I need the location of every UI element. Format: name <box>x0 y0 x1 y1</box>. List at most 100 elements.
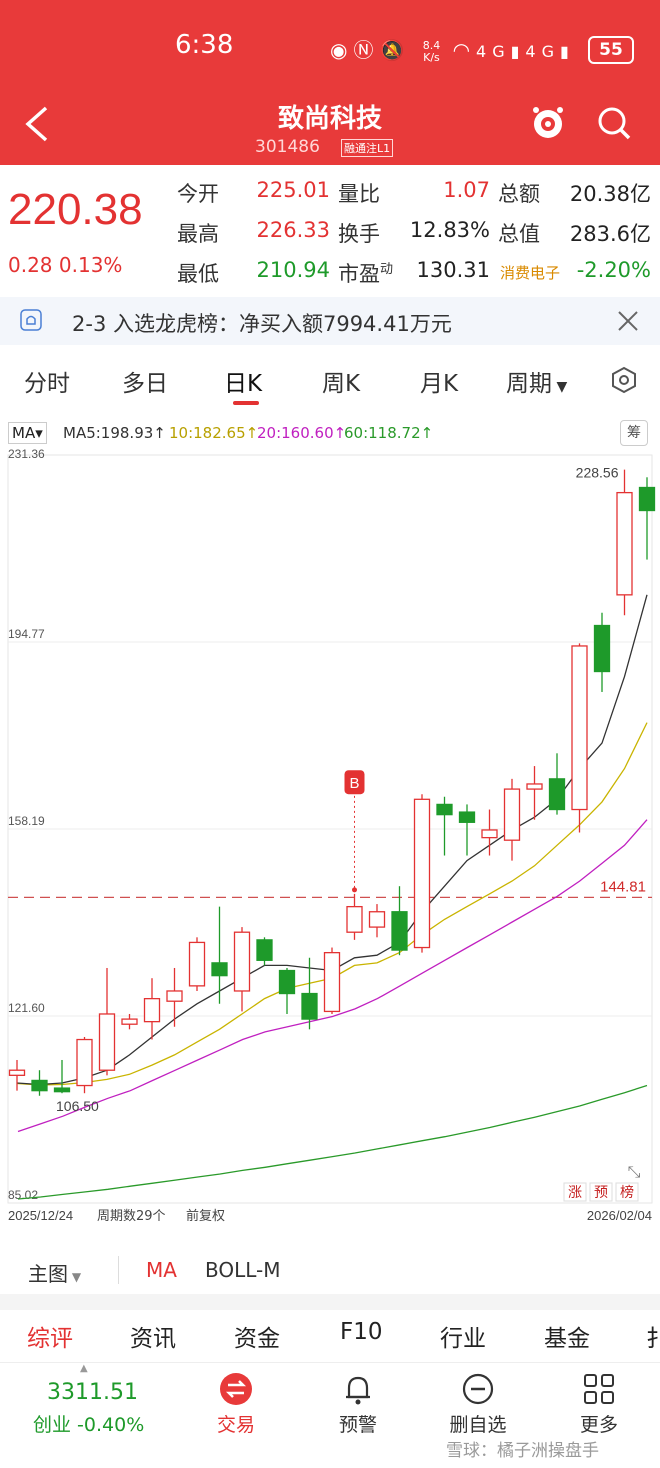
trade-icon[interactable] <box>219 1372 253 1406</box>
candle-up <box>526 783 543 790</box>
buy-marker <box>344 770 365 795</box>
stock-tags: 融通注L1 <box>341 139 394 157</box>
candle-down <box>638 486 656 512</box>
candle-down <box>548 778 566 811</box>
market-cap-label: 总值 <box>498 222 540 246</box>
search-icon[interactable] <box>596 104 632 144</box>
mute-icon: 🔕 <box>379 38 411 62</box>
turnover-amount-label: 总额 <box>498 182 540 206</box>
candle-up <box>121 1018 138 1025</box>
legend-ma5: MA5:198.93↑ <box>63 424 166 442</box>
kline-chart[interactable]: 231.36 194.77 158.19 121.60 85.02 144.81 228.5… <box>0 445 660 1245</box>
chip-distribution-button[interactable]: 筹 <box>620 420 648 446</box>
indicator-ma[interactable]: MA <box>146 1258 177 1282</box>
tab-period[interactable]: 周期 ▼ <box>506 371 568 397</box>
candle-down <box>256 939 273 961</box>
high-value: 226.33 <box>256 218 330 242</box>
candle-up <box>503 788 521 841</box>
stock-name: 致尚科技 <box>277 104 382 134</box>
nav-remove-watchlist[interactable]: 删自选 <box>449 1414 507 1436</box>
pe-ratio-value: 130.31 <box>416 258 490 282</box>
corner-tag-box <box>589 1182 613 1202</box>
nfc-icon: Ⓝ <box>353 38 380 62</box>
candle-up <box>323 951 341 1013</box>
notice-bar[interactable] <box>0 297 660 345</box>
sector-link[interactable]: 消费电子 <box>500 264 561 282</box>
candle-up <box>8 1069 26 1076</box>
more-grid-icon[interactable] <box>582 1372 616 1406</box>
candle-down <box>278 969 296 995</box>
indicator-toolbar <box>0 1250 660 1292</box>
candle-up <box>413 798 431 949</box>
tab-capital[interactable]: 资金 <box>234 1326 280 1352</box>
candle-up <box>571 645 588 811</box>
buy-marker-dot <box>352 887 357 893</box>
x-start-label: 2025/12/24 <box>8 1208 73 1223</box>
y-tick-label: 85.02 <box>8 1188 38 1202</box>
bottom-nav <box>0 1362 660 1468</box>
tab-daily-k[interactable]: 日K <box>224 371 263 397</box>
tab-multi-day[interactable]: 多日 <box>122 371 168 397</box>
buy-marker-label: B <box>349 775 359 792</box>
app-header <box>0 0 660 165</box>
turnover-rate-label: 换手 <box>338 222 380 246</box>
tab-overview[interactable]: 综评 <box>27 1326 73 1352</box>
y-tick-label: 121.60 <box>8 1001 45 1015</box>
corner-tag: 榜 <box>620 1184 634 1201</box>
volume-ratio-label: 量比 <box>338 182 380 206</box>
current-price: 220.38 <box>8 185 143 234</box>
battery-indicator: 55 <box>588 36 634 64</box>
max-price-label: 228.56 <box>576 464 619 480</box>
tab-fund[interactable]: 基金 <box>544 1326 590 1352</box>
main-chart-select[interactable]: 主图 ▼ <box>28 1262 82 1286</box>
nav-more[interactable]: 更多 <box>579 1414 618 1436</box>
active-tab-indicator <box>233 401 259 405</box>
status-icons: ◉Ⓝ🔕 8.4 K/s ◠4G▮4G▮ <box>330 34 575 64</box>
open-value: 225.01 <box>256 178 330 202</box>
y-tick-label: 194.77 <box>8 627 45 641</box>
price-change: 0.28 0.13% <box>8 253 123 277</box>
nav-alert[interactable]: 预警 <box>338 1414 377 1436</box>
nav-trade[interactable]: 交易 <box>216 1414 255 1436</box>
turnover-amount-value: 20.38亿 <box>569 182 651 206</box>
tab-intraday[interactable]: 分时 <box>24 371 70 397</box>
reference-line-label: 144.81 <box>600 878 646 895</box>
caret-down-icon: ▼ <box>552 379 568 395</box>
divider <box>118 1256 119 1284</box>
tab-news[interactable]: 资讯 <box>130 1326 176 1352</box>
settings-icon[interactable] <box>610 366 638 394</box>
corner-tag: 预 <box>594 1185 608 1201</box>
pe-ratio-label: 市盈动 <box>338 262 394 286</box>
status-time: 6:38 <box>175 30 234 60</box>
index-label[interactable]: 创业 -0.40% <box>33 1414 145 1436</box>
bell-icon <box>20 309 42 331</box>
turnover-rate-value: 12.83% <box>409 218 490 242</box>
candle-down <box>301 992 318 1020</box>
back-button[interactable] <box>22 104 52 144</box>
candle-up <box>76 1038 93 1087</box>
bell-alert-icon[interactable] <box>341 1372 375 1406</box>
indicator-select[interactable]: MA▾ <box>8 422 47 444</box>
candle-up <box>98 1013 116 1071</box>
candle-down <box>436 803 453 816</box>
remove-watchlist-icon[interactable] <box>461 1372 495 1406</box>
candle-up <box>346 905 363 933</box>
adjust-label: 前复权 <box>186 1208 225 1224</box>
candle-up <box>616 491 633 596</box>
candle-down <box>211 962 228 977</box>
high-label: 最高 <box>177 222 219 246</box>
market-cap-value: 283.6亿 <box>569 222 651 246</box>
candle-down <box>53 1087 71 1093</box>
tab-industry[interactable]: 行业 <box>440 1326 486 1352</box>
indicator-boll[interactable]: BOLL-M <box>205 1258 281 1282</box>
candle-down <box>593 624 611 673</box>
tab-more-partial[interactable]: 扌 <box>646 1326 660 1352</box>
close-icon[interactable] <box>616 309 640 333</box>
robot-assistant-icon[interactable] <box>530 104 566 140</box>
index-value[interactable]: 3311.51 <box>47 1380 138 1405</box>
tab-weekly-k[interactable]: 周K <box>322 371 361 397</box>
tab-monthly-k[interactable]: 月K <box>420 371 459 397</box>
tab-f10[interactable]: F10 <box>340 1319 383 1345</box>
notice-text[interactable]: 2-3 入选龙虎榜：净买入额7994.41万元 <box>72 312 452 336</box>
section-separator <box>0 1294 660 1310</box>
